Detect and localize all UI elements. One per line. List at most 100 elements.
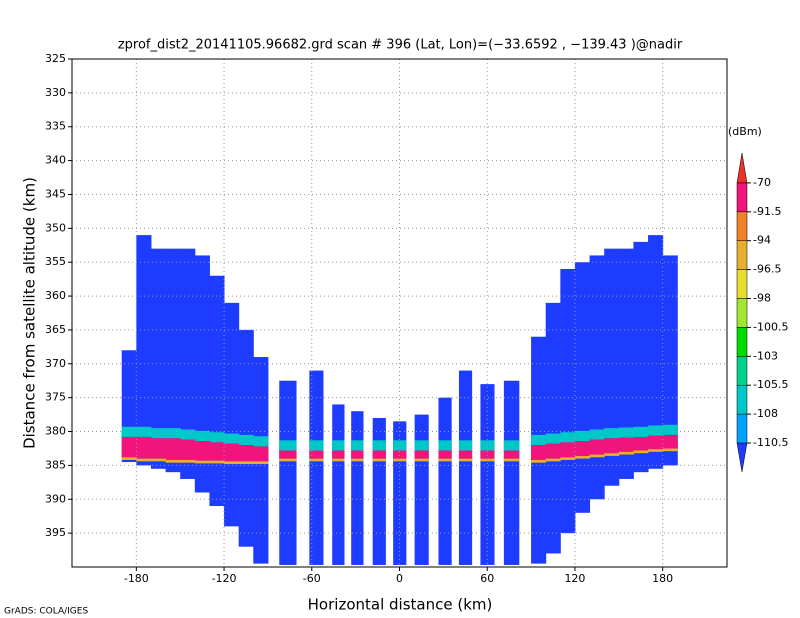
echo-cell — [503, 450, 520, 459]
echo-cell — [618, 437, 634, 452]
echo-cell — [503, 440, 520, 451]
plot-frame — [71, 58, 728, 568]
echo-cell — [531, 434, 547, 446]
colorbar-label: -94 — [753, 234, 771, 247]
echo-cell — [279, 450, 297, 459]
y-tick-label: 330 — [45, 86, 66, 99]
echo-cell — [150, 248, 167, 469]
colorbar-label: -110.5 — [753, 436, 788, 449]
echo-cell — [121, 436, 137, 458]
echo-cell — [136, 426, 152, 437]
colorbar-label: -98 — [753, 292, 771, 305]
colorbar-triangle — [736, 152, 748, 184]
echo-cell — [480, 450, 495, 459]
echo-cell — [332, 440, 345, 451]
echo-cell — [372, 440, 386, 451]
echo-cell — [253, 446, 269, 462]
y-axis-label: Distance from satellite altitude (km) — [21, 177, 39, 449]
echo-cell — [648, 235, 664, 469]
echo-cell — [351, 440, 364, 451]
echo-cell — [279, 458, 297, 462]
echo-cell — [438, 440, 452, 451]
echo-cell — [209, 275, 225, 507]
x-tick-label: -60 — [303, 572, 321, 585]
echo-cell — [351, 450, 364, 459]
echo-cell — [618, 451, 634, 455]
echo-cell — [560, 457, 576, 460]
echo-cell — [224, 443, 240, 462]
colorbar-unit: (dBm) — [728, 125, 762, 138]
echo-cell — [165, 459, 181, 463]
echo-cell — [279, 440, 297, 451]
echo-cell — [633, 436, 649, 451]
echo-cell — [332, 450, 345, 459]
echo-cell — [150, 458, 167, 462]
echo-cell — [589, 255, 605, 500]
y-tick-label: 380 — [45, 425, 66, 438]
footer: GrADS: COLA/IGES — [4, 607, 88, 617]
colorbar-label: -70 — [753, 176, 771, 189]
echo-cell — [194, 460, 210, 464]
echo-cell — [165, 428, 181, 439]
echo-cell — [574, 262, 591, 513]
colorbar-box — [736, 269, 748, 299]
colorbar-label: -96.5 — [753, 263, 781, 276]
echo-cell — [604, 453, 620, 456]
echo-cell — [351, 458, 364, 462]
echo-cell — [618, 427, 634, 438]
y-tick-label: 370 — [45, 357, 66, 370]
y-tick-label: 385 — [45, 458, 66, 471]
echo-cell — [574, 455, 591, 459]
echo-cell — [150, 428, 167, 439]
echo-cell — [604, 428, 620, 439]
echo-cell — [414, 458, 429, 462]
echo-cell — [224, 461, 240, 465]
echo-cell — [662, 448, 678, 452]
echo-cell — [136, 436, 152, 459]
echo-cell — [589, 439, 605, 455]
echo-cell — [438, 450, 452, 459]
echo-cell — [438, 397, 452, 565]
echo-cell — [136, 235, 152, 466]
echo-cell — [531, 459, 547, 463]
echo-cell — [309, 450, 324, 459]
echo-cell — [209, 442, 225, 461]
echo-cell — [136, 458, 152, 462]
echo-cell — [503, 380, 520, 565]
y-tick-label: 360 — [45, 289, 66, 302]
echo-cell — [194, 441, 210, 461]
echo-cell — [633, 241, 649, 473]
x-tick-label: -120 — [212, 572, 237, 585]
echo-cell — [224, 302, 240, 527]
echo-cell — [332, 458, 345, 462]
y-tick-label: 395 — [45, 526, 66, 539]
echo-cell — [393, 450, 407, 459]
colorbar-box — [736, 327, 748, 357]
y-tick-label: 355 — [45, 255, 66, 268]
echo-cell — [545, 443, 561, 459]
echo-cell — [332, 404, 345, 565]
y-tick-label: 335 — [45, 120, 66, 133]
colorbar-box — [736, 413, 748, 444]
echo-cell — [648, 425, 664, 436]
echo-cell — [121, 426, 137, 437]
x-tick-label: 60 — [480, 572, 494, 585]
echo-cell — [165, 438, 181, 460]
echo-cell — [414, 440, 429, 451]
echo-cell — [531, 445, 547, 460]
echo-cell — [480, 384, 495, 565]
echo-cell — [438, 458, 452, 462]
y-tick-label: 350 — [45, 221, 66, 234]
colorbar-label: -108 — [753, 407, 778, 420]
chart-title: zprof_dist2_20141105.96682.grd scan # 39… — [118, 38, 683, 53]
y-tick-label: 390 — [45, 492, 66, 505]
echo-cell — [662, 424, 678, 435]
echo-cell — [209, 460, 225, 464]
echo-cell — [589, 429, 605, 440]
echo-cell — [480, 440, 495, 451]
echo-cell — [238, 461, 254, 465]
echo-cell — [180, 248, 196, 479]
y-tick-label: 365 — [45, 323, 66, 336]
colorbar-label: -91.5 — [753, 205, 781, 218]
